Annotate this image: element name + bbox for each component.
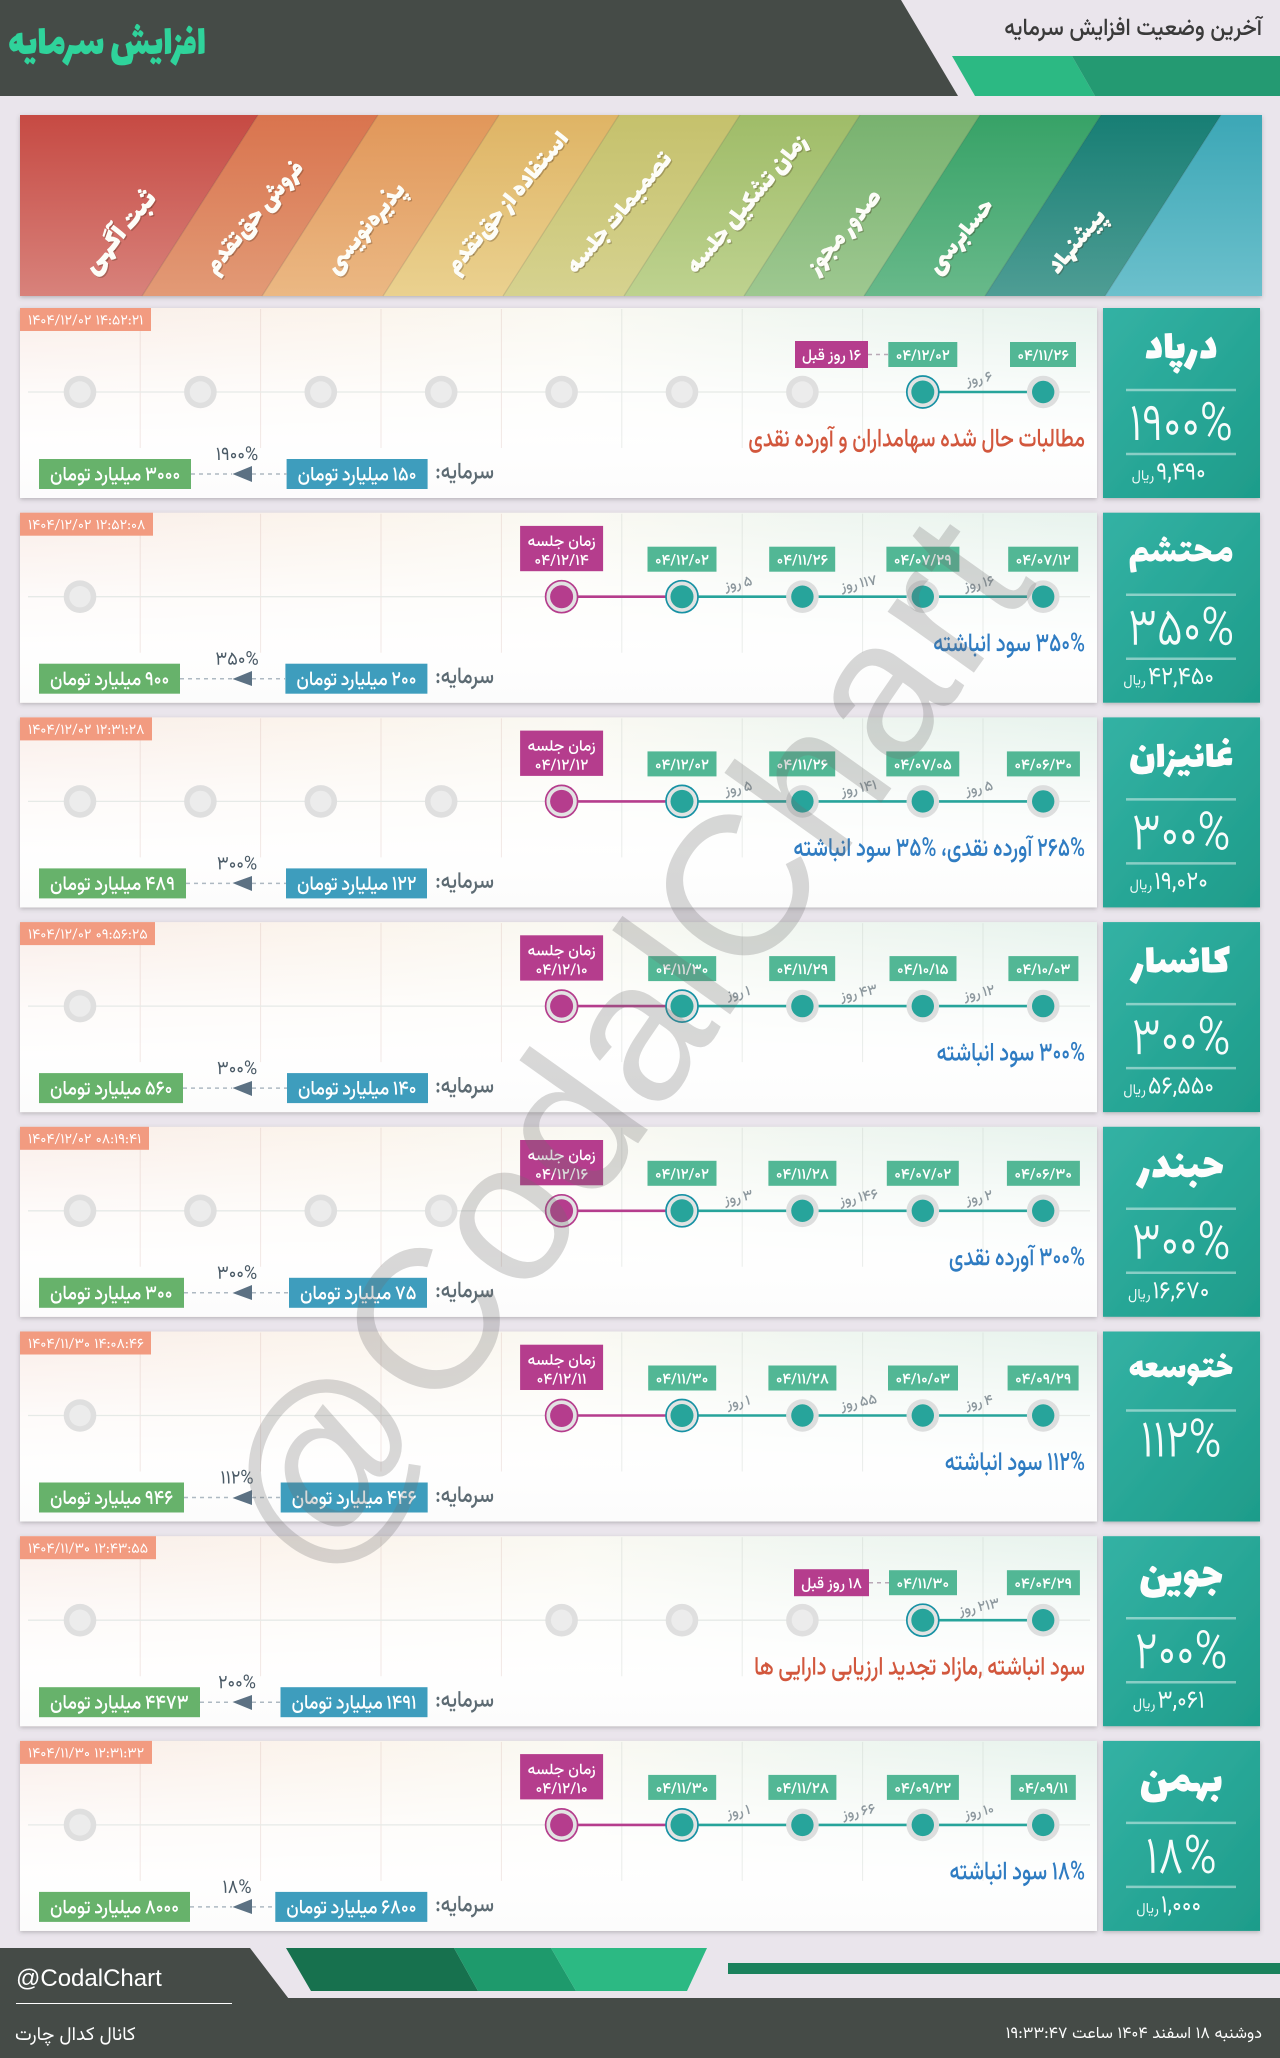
svg-text:@CodalChart: @CodalChart: [16, 1965, 162, 1992]
